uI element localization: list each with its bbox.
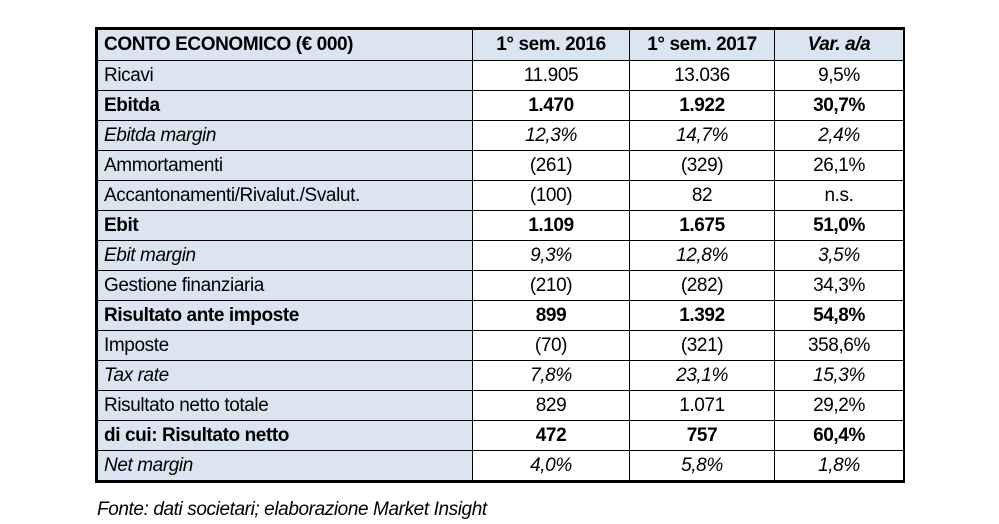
table-row: Gestione finanziaria (210) (282) 34,3% xyxy=(97,270,904,301)
row-value: 899 xyxy=(472,300,630,331)
conto-economico-table: CONTO ECONOMICO (€ 000) 1° sem. 2016 1° … xyxy=(97,29,904,481)
row-value: 829 xyxy=(472,390,630,421)
row-value: 1.109 xyxy=(472,210,630,241)
table-row: Ebit 1.109 1.675 51,0% xyxy=(97,210,904,241)
table-row: Risultato ante imposte 899 1.392 54,8% xyxy=(97,300,904,331)
header-sem-2016: 1° sem. 2016 xyxy=(472,29,630,61)
row-value: 1,8% xyxy=(774,450,904,481)
row-value: 15,3% xyxy=(774,360,904,391)
row-label: Risultato netto totale xyxy=(97,390,473,421)
row-label: di cui: Risultato netto xyxy=(97,420,473,451)
row-value: 5,8% xyxy=(629,450,775,481)
row-value: 358,6% xyxy=(774,330,904,361)
row-value: (100) xyxy=(472,180,630,211)
row-label: Tax rate xyxy=(97,360,473,391)
header-var-aa: Var. a/a xyxy=(774,29,904,61)
row-value: 757 xyxy=(629,420,775,451)
row-value: (70) xyxy=(472,330,630,361)
table-row: Ricavi 11.905 13.036 9,5% xyxy=(97,60,904,91)
row-value: n.s. xyxy=(774,180,904,211)
row-value: 1.392 xyxy=(629,300,775,331)
row-value: 1.922 xyxy=(629,90,775,121)
table-row: Accantonamenti/Rivalut./Svalut. (100) 82 n.… xyxy=(97,180,904,211)
header-conto-economico: CONTO ECONOMICO (€ 000) xyxy=(97,29,473,61)
row-value: 51,0% xyxy=(774,210,904,241)
row-value: 30,7% xyxy=(774,90,904,121)
row-label: Imposte xyxy=(97,330,473,361)
row-label: Ricavi xyxy=(97,60,473,91)
row-label: Accantonamenti/Rivalut./Svalut. xyxy=(97,180,473,211)
table-row: Ebitda margin 12,3% 14,7% 2,4% xyxy=(97,120,904,151)
header-row: CONTO ECONOMICO (€ 000) 1° sem. 2016 1° … xyxy=(97,29,904,61)
row-value: (210) xyxy=(472,270,630,301)
income-statement-table: CONTO ECONOMICO (€ 000) 1° sem. 2016 1° … xyxy=(95,27,905,483)
row-value: 11.905 xyxy=(472,60,630,91)
row-value: (329) xyxy=(629,150,775,181)
row-value: 7,8% xyxy=(472,360,630,391)
table-row: Ammortamenti (261) (329) 26,1% xyxy=(97,150,904,181)
row-value: 1.675 xyxy=(629,210,775,241)
row-label: Ebit margin xyxy=(97,240,473,271)
row-value: 54,8% xyxy=(774,300,904,331)
row-value: (261) xyxy=(472,150,630,181)
row-value: 1.071 xyxy=(629,390,775,421)
row-value: 2,4% xyxy=(774,120,904,151)
row-value: 34,3% xyxy=(774,270,904,301)
row-label: Ebitda xyxy=(97,90,473,121)
source-note: Fonte: dati societari; elaborazione Mark… xyxy=(97,499,487,520)
row-value: 1.470 xyxy=(472,90,630,121)
row-value: 29,2% xyxy=(774,390,904,421)
row-label: Net margin xyxy=(97,450,473,481)
row-value: 4,0% xyxy=(472,450,630,481)
table-row: Net margin 4,0% 5,8% 1,8% xyxy=(97,450,904,481)
row-label: Ebitda margin xyxy=(97,120,473,151)
row-label: Ammortamenti xyxy=(97,150,473,181)
row-label: Ebit xyxy=(97,210,473,241)
table-row: Risultato netto totale 829 1.071 29,2% xyxy=(97,390,904,421)
row-value: 26,1% xyxy=(774,150,904,181)
row-value: 82 xyxy=(629,180,775,211)
row-value: 472 xyxy=(472,420,630,451)
row-value: (321) xyxy=(629,330,775,361)
header-sem-2017: 1° sem. 2017 xyxy=(629,29,775,61)
row-value: 13.036 xyxy=(629,60,775,91)
row-value: 12,8% xyxy=(629,240,775,271)
row-value: 60,4% xyxy=(774,420,904,451)
table-row: Ebitda 1.470 1.922 30,7% xyxy=(97,90,904,121)
table-row: Ebit margin 9,3% 12,8% 3,5% xyxy=(97,240,904,271)
row-value: 3,5% xyxy=(774,240,904,271)
table-row: di cui: Risultato netto 472 757 60,4% xyxy=(97,420,904,451)
table-row: Tax rate 7,8% 23,1% 15,3% xyxy=(97,360,904,391)
row-value: 9,3% xyxy=(472,240,630,271)
row-value: 12,3% xyxy=(472,120,630,151)
row-label: Risultato ante imposte xyxy=(97,300,473,331)
row-value: 9,5% xyxy=(774,60,904,91)
row-value: 14,7% xyxy=(629,120,775,151)
row-value: (282) xyxy=(629,270,775,301)
row-label: Gestione finanziaria xyxy=(97,270,473,301)
row-value: 23,1% xyxy=(629,360,775,391)
table-row: Imposte (70) (321) 358,6% xyxy=(97,330,904,361)
